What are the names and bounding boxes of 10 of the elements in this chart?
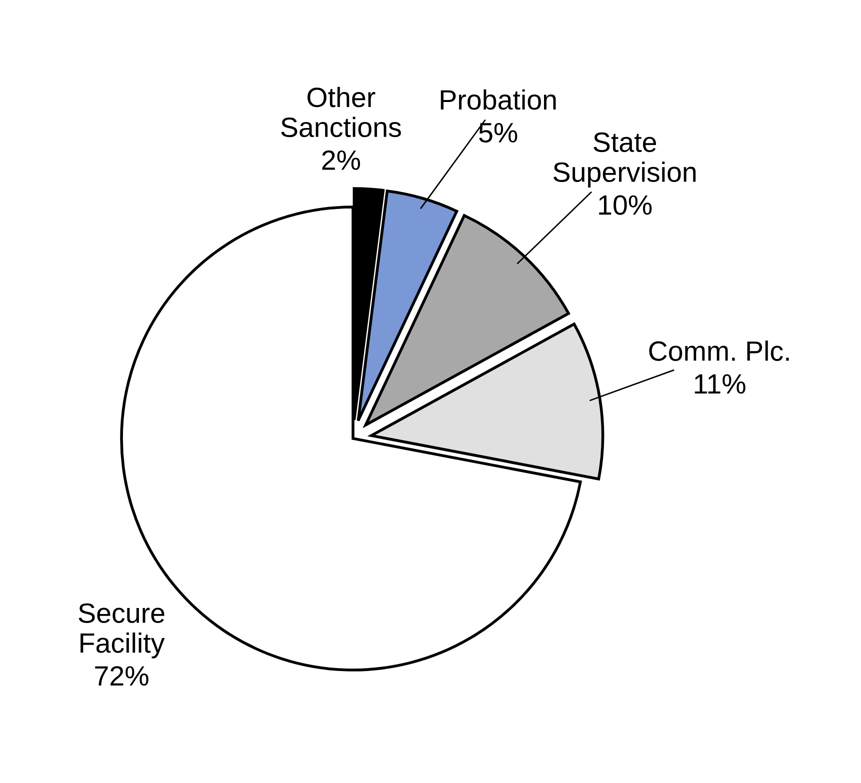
data-label: 10%: [599, 195, 652, 215]
data-label: 72%: [95, 666, 148, 686]
data-label: 5%: [479, 123, 518, 143]
slice-label: Comm. Plc.: [649, 340, 789, 361]
slice-label: Other Sanctions: [281, 86, 401, 138]
slice-label: State Supervision: [554, 132, 696, 188]
data-label: 11%: [694, 374, 746, 394]
slice-label: Secure Facility: [78, 603, 165, 658]
data-label: 2%: [322, 150, 360, 170]
slice-label: Probation: [440, 89, 556, 110]
